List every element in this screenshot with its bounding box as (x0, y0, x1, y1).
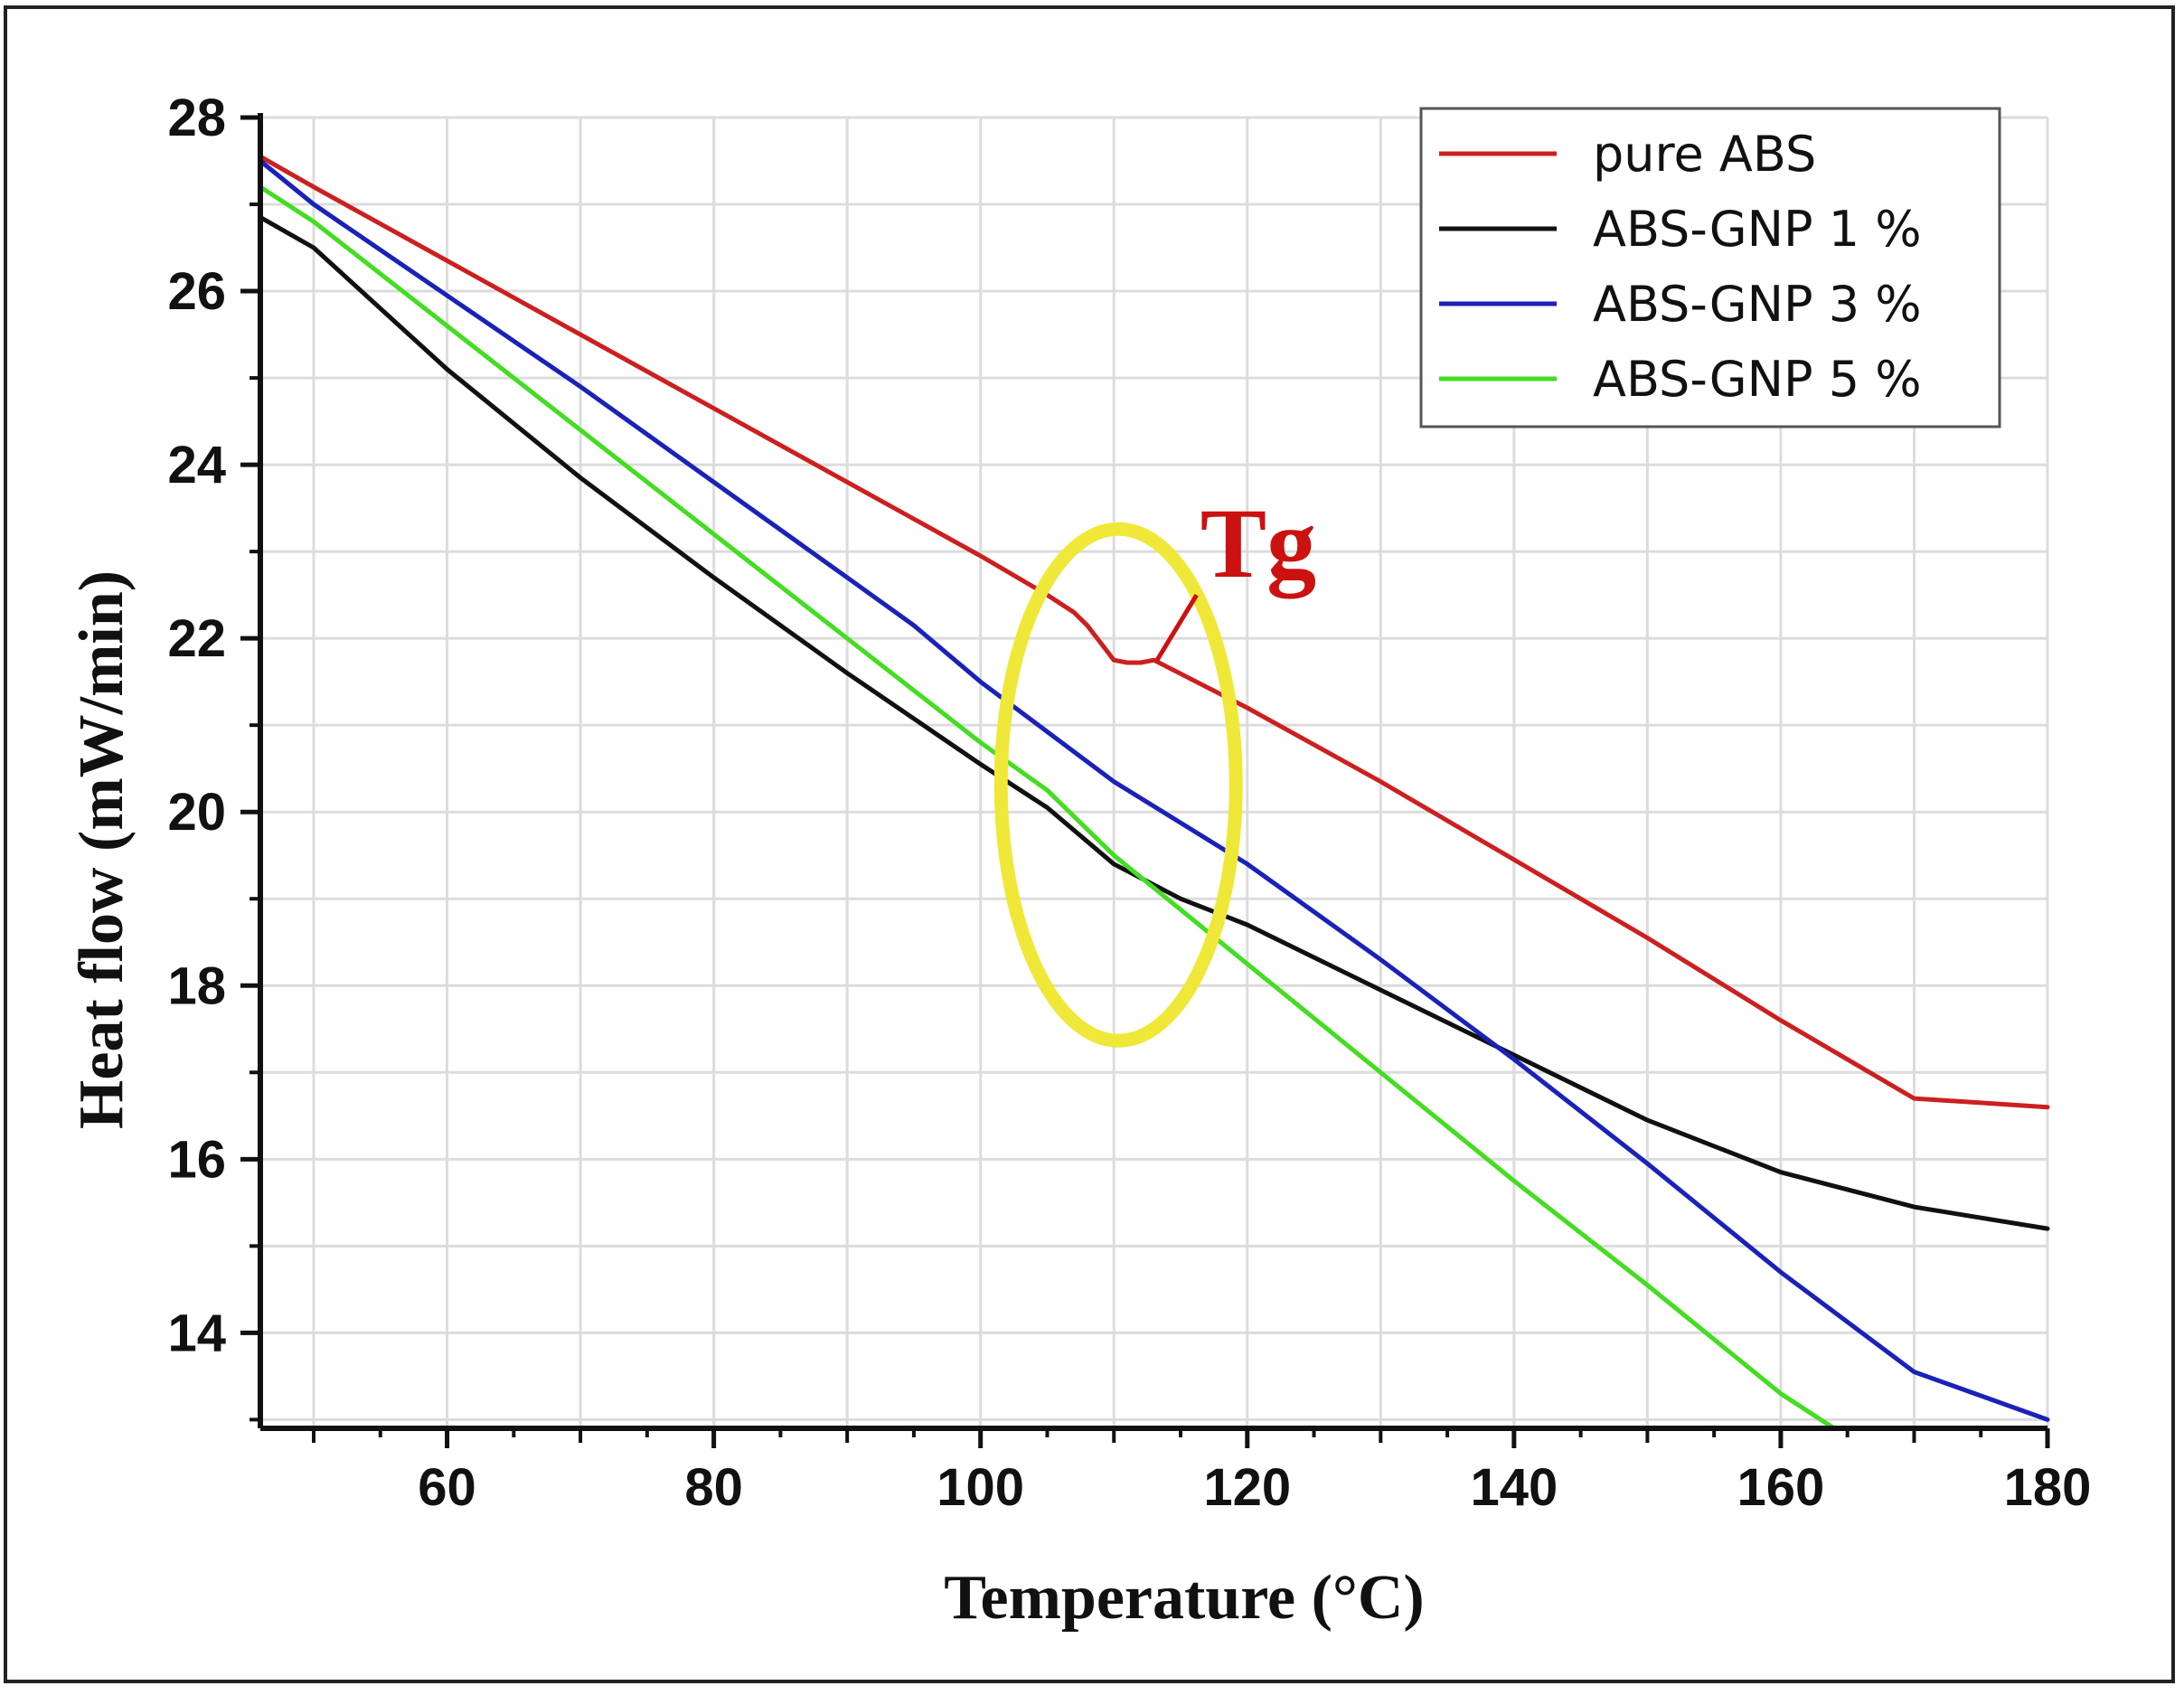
axes (240, 113, 2050, 1448)
y-tick-label: 14 (167, 1304, 226, 1362)
legend: pure ABS ABS-GNP 1 % ABS-GNP 3 % ABS-GNP 5 … (1419, 107, 2001, 428)
annotations: Tg (993, 488, 1316, 1048)
y-tick-label: 26 (167, 262, 226, 321)
legend-label: ABS-GNP 5 % (1593, 351, 1922, 408)
tick-labels: 60 80 100 120 140 160 180 14 16 18 20 22 24 26 28 (167, 89, 2091, 1517)
y-tick-label: 24 (167, 436, 226, 494)
y-tick-label: 28 (167, 89, 226, 147)
x-axis-title: Temperature (°C) (944, 1563, 1425, 1633)
series-line-2 (258, 214, 2050, 1231)
y-tick-label: 16 (167, 1130, 226, 1189)
x-tick-label: 100 (937, 1458, 1024, 1517)
x-tick-label: 60 (418, 1458, 476, 1517)
tg-label: Tg (1200, 488, 1316, 598)
tg-highlight-ellipse (993, 522, 1243, 1048)
legend-box (1419, 107, 2001, 428)
series-line-1 (258, 154, 2050, 1110)
legend-label: pure ABS (1593, 126, 1816, 183)
legend-label: ABS-GNP 3 % (1593, 276, 1922, 333)
x-tick-label: 160 (1737, 1458, 1825, 1517)
y-tick-label: 18 (167, 956, 226, 1015)
x-tick-label: 120 (1203, 1458, 1291, 1517)
tg-pointer-line (1154, 593, 1199, 663)
x-tick-label: 140 (1470, 1458, 1558, 1517)
series-line-3 (258, 158, 2050, 1422)
y-tick-label: 20 (167, 783, 226, 842)
y-axis-title: Heat flow (mW/min) (67, 570, 136, 1129)
series-layer (258, 154, 2050, 1431)
legend-label: ABS-GNP 1 % (1593, 201, 1922, 258)
series-line-4 (258, 184, 1837, 1431)
y-tick-label: 22 (167, 609, 226, 668)
x-tick-label: 80 (684, 1458, 743, 1517)
x-tick-label: 180 (2004, 1458, 2092, 1517)
